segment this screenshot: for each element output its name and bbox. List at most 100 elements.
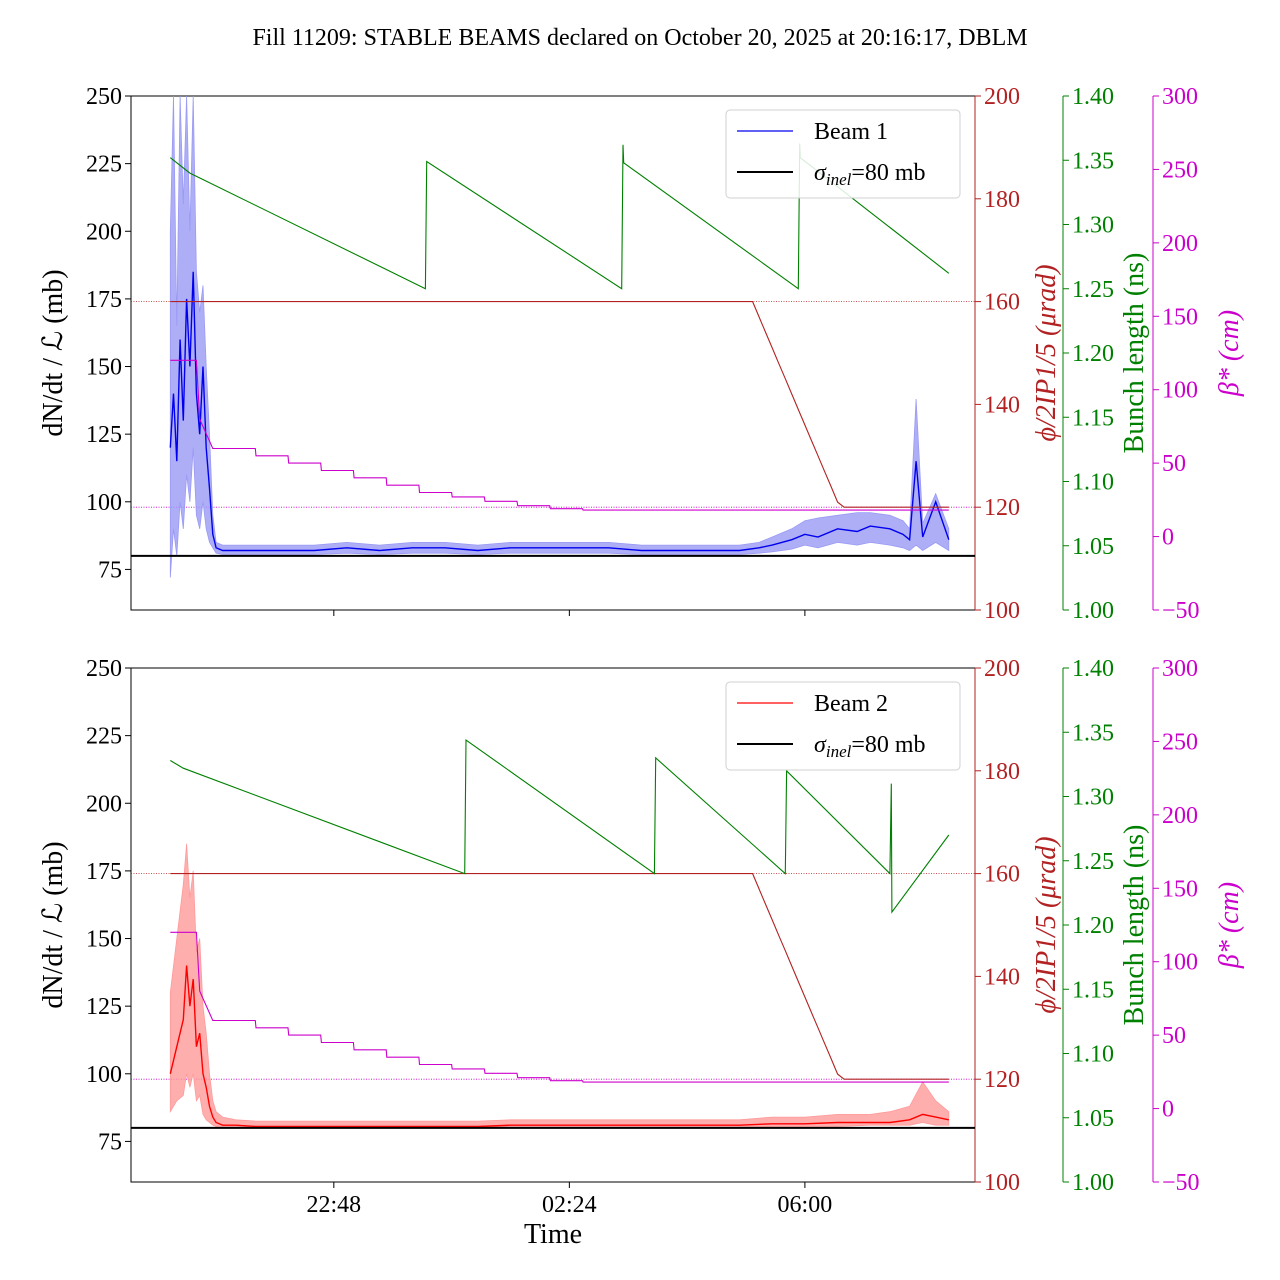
panel-beam2: 75 100 125 150 175 200 225 250 22:48 02:24 06:00 10… [38,656,1245,1218]
beta-tick-label: 200 [1162,231,1198,257]
y-axis-label-crossing-text: ϕ/2IP1/5 (μrad) [1031,836,1062,1013]
bunch-tick-label: 1.10 [1072,1042,1114,1068]
y-tick-label: 225 [86,152,122,178]
crossing-tick-label: 180 [984,759,1020,785]
bunch-tick-label: 1.05 [1072,534,1114,560]
crossing-tick-label: 200 [984,84,1020,110]
y-axis-label-bunch-text: Bunch length (ns) [1119,253,1150,454]
y-axis-label-main-text: dN/dt / ℒ (mb) [38,841,69,1008]
y-tick-label: 200 [86,791,122,817]
crossing-series-line [170,301,949,508]
bunch-tick-label: 1.35 [1072,148,1114,174]
plot-area [131,738,975,1129]
y-axis-label-crossing-text: ϕ/2IP1/5 (μrad) [1031,264,1062,441]
beta-tick-label: 300 [1162,656,1198,682]
crossing-tick-label: 160 [984,290,1020,316]
y-tick-label: 125 [86,422,122,448]
beta-tick-label: −50 [1162,1170,1200,1196]
legend-beam-label: Beam 2 [814,691,888,717]
x-tick-label: 06:00 [778,1192,833,1218]
beta-tick-label: 200 [1162,803,1198,829]
crossing-tick-label: 180 [984,187,1020,213]
beta-tick-label: 250 [1162,729,1198,755]
x-axis-label: Time [524,1219,582,1250]
legend-box [725,109,961,199]
bunch-tick-label: 1.30 [1072,213,1114,239]
bunch-tick-label: 1.10 [1072,470,1114,496]
crossing-tick-label: 140 [984,964,1020,990]
beam-uncertainty-band [169,96,950,578]
bunch-tick-label: 1.30 [1072,785,1114,811]
y-tick-label: 200 [86,219,122,245]
y-axis-label-main-text: dN/dt / ℒ (mb) [38,269,69,436]
x-tick-label: 02:24 [542,1192,597,1218]
y-axis-label-crossing: ϕ/2IP1/5 (μrad) [1031,836,1062,1013]
bunch-tick-label: 1.15 [1072,405,1114,431]
beta-tick-label: 250 [1162,157,1198,183]
crossing-tick-label: 200 [984,656,1020,682]
bunch-tick-label: 1.20 [1072,341,1114,367]
y-axis-label-bunch: Bunch length (ns) [1119,825,1150,1026]
bunch-tick-label: 1.25 [1072,849,1114,875]
beta-tick-label: 0 [1162,1097,1174,1123]
beam-uncertainty-band [169,843,950,1129]
y-tick-label: 75 [98,1129,122,1155]
y-tick-label: 125 [86,994,122,1020]
y-tick-label: 175 [86,859,122,885]
bunch-tick-label: 1.25 [1072,277,1114,303]
bunch-tick-label: 1.40 [1072,656,1114,682]
beta-tick-label: 50 [1162,1023,1186,1049]
y-tick-label: 100 [86,1062,122,1088]
legend-sigma-label: σinel=80 mb [814,732,926,761]
crossing-tick-label: 120 [984,1067,1020,1093]
y-tick-label: 150 [86,355,122,381]
bunch-tick-label: 1.00 [1072,1170,1114,1196]
crossing-tick-label: 100 [984,1170,1020,1196]
legend: Beam 2 σinel=80 mb [725,681,961,771]
bunch-tick-label: 1.05 [1072,1106,1114,1132]
crossing-series-line [170,873,949,1080]
beta-series-line [170,359,949,511]
bunch-tick-label: 1.15 [1072,977,1114,1003]
beta-tick-label: 100 [1162,378,1198,404]
y-tick-label: 250 [86,84,122,110]
y-axis-label-bunch-text: Bunch length (ns) [1119,825,1150,1026]
legend-sigma-label: σinel=80 mb [814,160,926,189]
beam-rate-line [169,965,949,1128]
y-tick-label: 225 [86,724,122,750]
y-axis-label-beta: β* (cm) [1214,310,1245,397]
beta-tick-label: −50 [1162,598,1200,624]
bunch-tick-label: 1.40 [1072,84,1114,110]
bunch-tick-label: 1.00 [1072,598,1114,624]
beta-tick-label: 100 [1162,950,1198,976]
beta-series-line [170,931,949,1083]
bunch-series-line [170,738,950,914]
y-axis-label-beta: β* (cm) [1214,882,1245,969]
beta-tick-label: 50 [1162,451,1186,477]
panel-beam1: 75 100 125 150 175 200 225 250 100 120 140 160 180 20… [38,84,1245,624]
x-tick-label: 22:48 [306,1192,361,1218]
y-axis-label-beta-text: β* (cm) [1214,310,1245,397]
bunch-tick-label: 1.20 [1072,913,1114,939]
y-tick-label: 150 [86,927,122,953]
beta-tick-label: 300 [1162,84,1198,110]
crossing-tick-label: 120 [984,495,1020,521]
beta-tick-label: 150 [1162,876,1198,902]
y-axis-label-bunch: Bunch length (ns) [1119,253,1150,454]
y-axis-label-main: dN/dt / ℒ (mb) [38,841,69,1008]
bunch-tick-label: 1.35 [1072,720,1114,746]
crossing-tick-label: 160 [984,862,1020,888]
legend-box [725,681,961,771]
y-axis-label-main: dN/dt / ℒ (mb) [38,269,69,436]
beta-tick-label: 0 [1162,525,1174,551]
crossing-tick-label: 100 [984,598,1020,624]
legend: Beam 1 σinel=80 mb [725,109,961,199]
y-axis-label-crossing: ϕ/2IP1/5 (μrad) [1031,264,1062,441]
y-tick-label: 75 [98,557,122,583]
y-axis-label-beta-text: β* (cm) [1214,882,1245,969]
crossing-tick-label: 140 [984,392,1020,418]
beta-tick-label: 150 [1162,304,1198,330]
legend-beam-label: Beam 1 [814,119,888,145]
chart-title: Fill 11209: STABLE BEAMS declared on Oct… [252,25,1027,51]
